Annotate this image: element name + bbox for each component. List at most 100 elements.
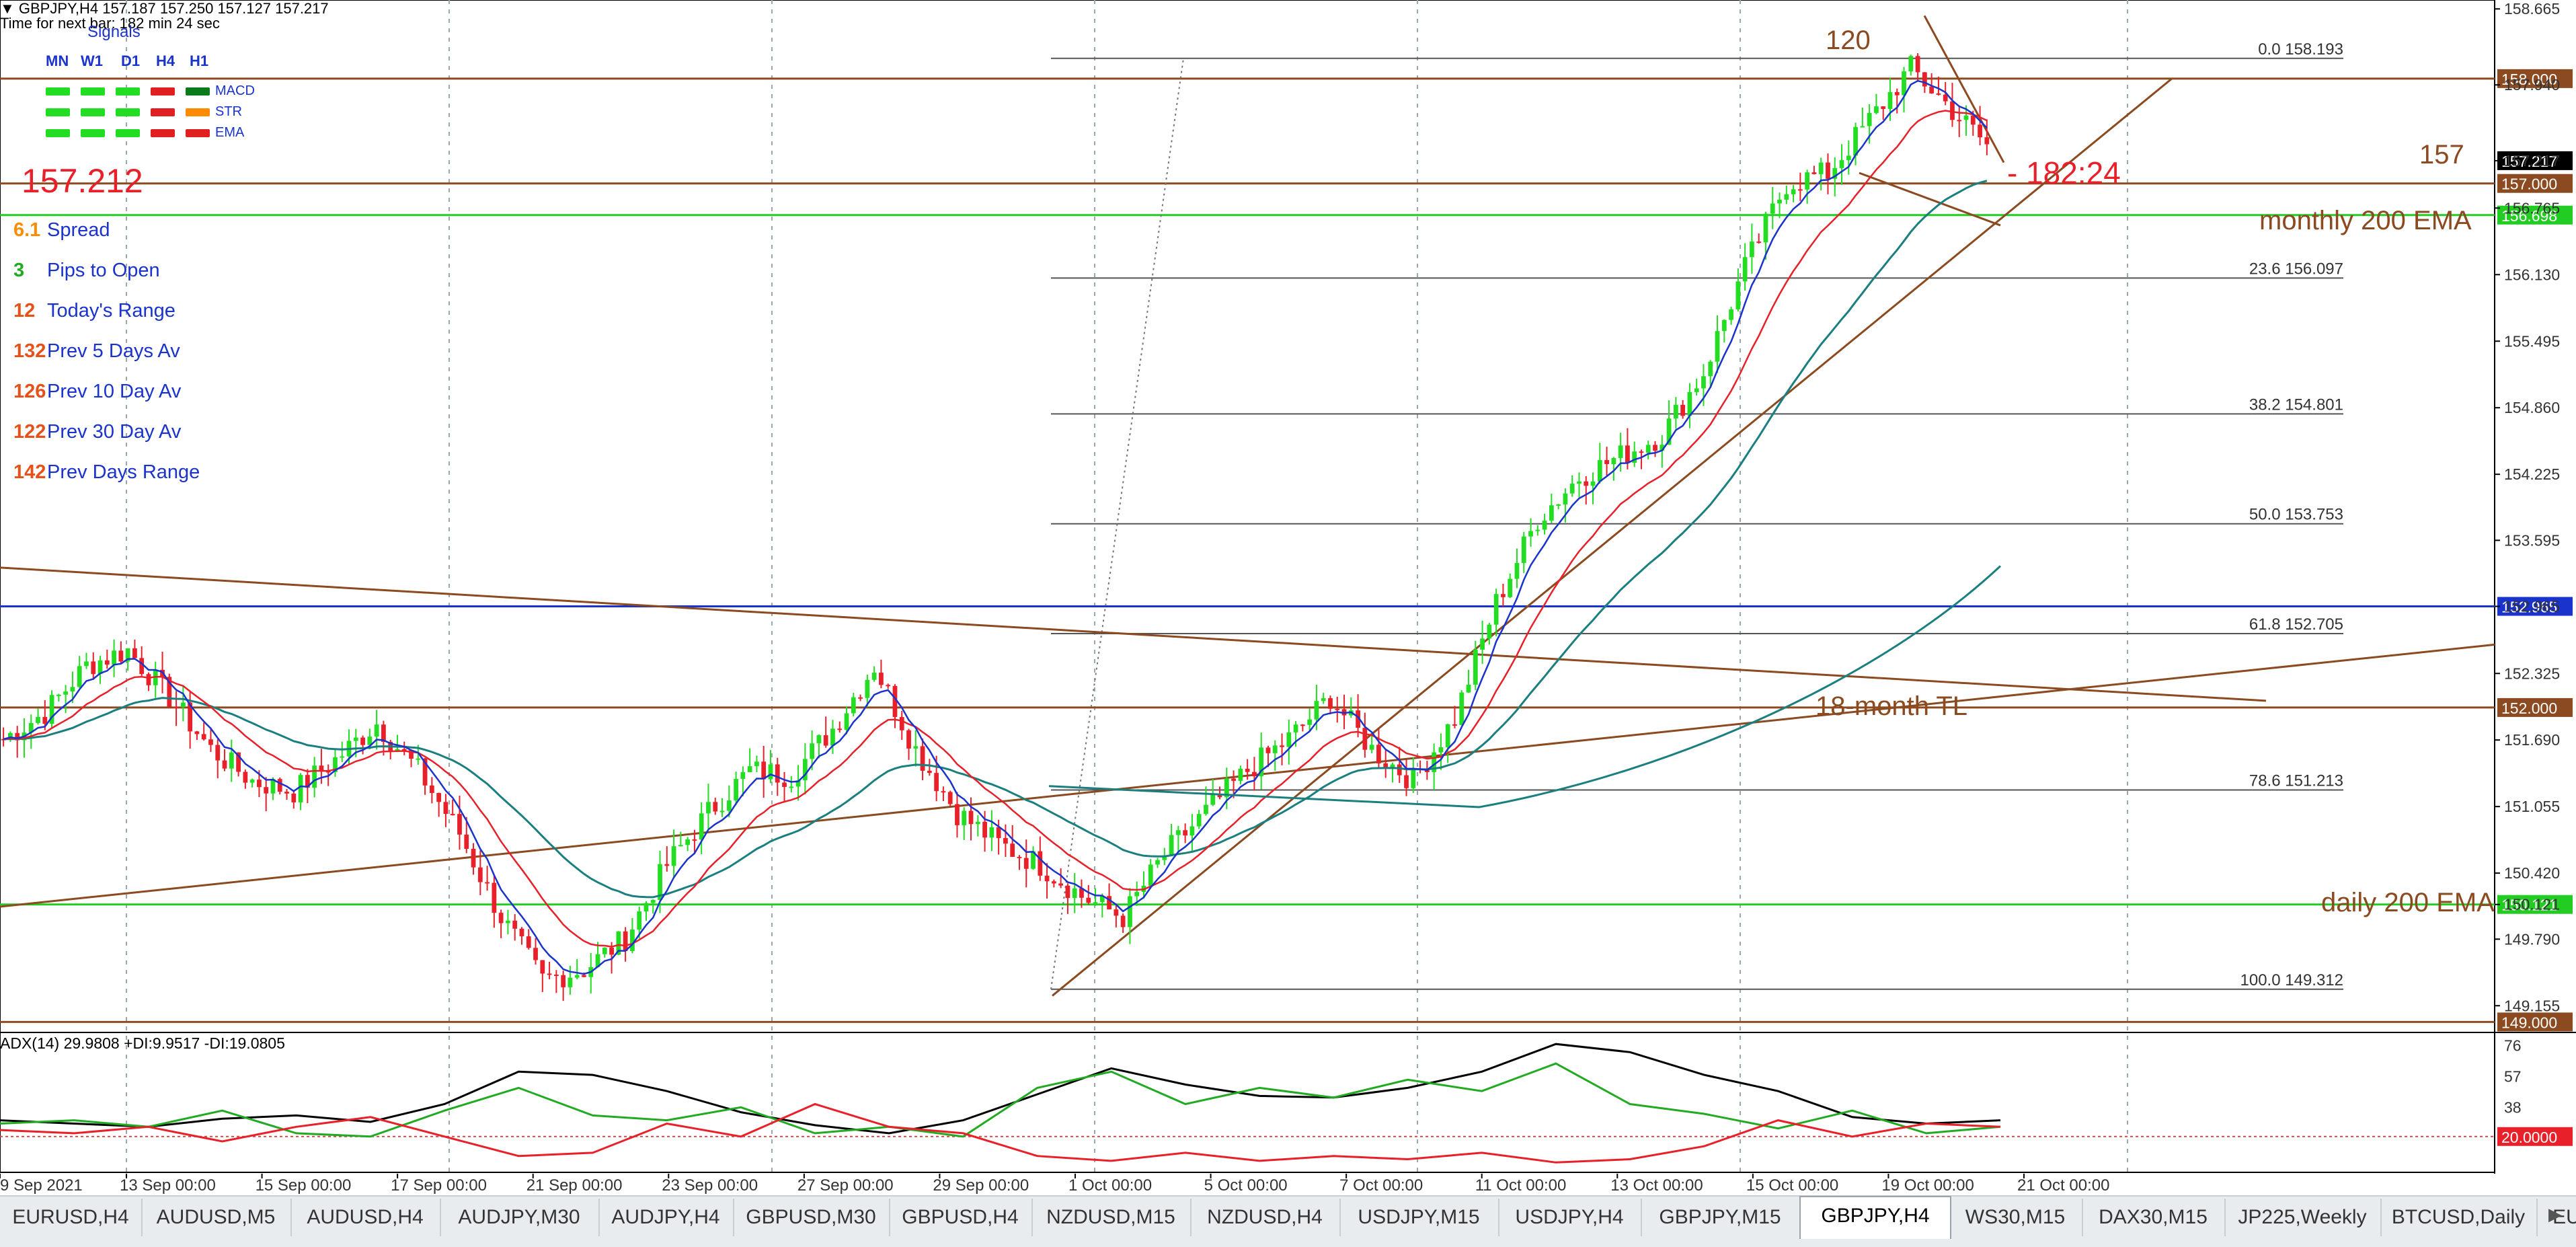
tab-eu[interactable]: EU <box>2536 1199 2576 1236</box>
candle-body <box>1155 860 1160 865</box>
candle-body <box>678 845 683 847</box>
tab-dax30-m15[interactable]: DAX30,M15 <box>2082 1199 2226 1236</box>
price-tick-label: 149.790 <box>2504 930 2560 948</box>
price-tick-label: 156.765 <box>2504 199 2560 217</box>
signal-light <box>46 129 70 137</box>
tab-btcusd-daily[interactable]: BTCUSD,Daily <box>2380 1199 2538 1236</box>
candle-body <box>892 685 898 718</box>
level-tag-text: 152.965 <box>2501 599 2557 616</box>
tab-gbpusd-m30[interactable]: GBPUSD,M30 <box>733 1199 890 1236</box>
signal-row-label: EMA <box>215 125 245 140</box>
tab-scroll-right-icon[interactable]: ▶ <box>2548 1204 2562 1224</box>
tab-audusd-m5[interactable]: AUDUSD,M5 <box>141 1199 292 1236</box>
candle-body <box>409 749 414 759</box>
candle-body <box>112 650 116 665</box>
candle-body <box>1508 578 1513 597</box>
candle-body <box>1217 794 1222 798</box>
candle-body <box>782 782 787 787</box>
signal-light <box>186 87 210 96</box>
candle-body <box>1701 376 1706 389</box>
candle-body <box>1514 562 1520 579</box>
candle-body <box>1411 769 1416 788</box>
candle-body <box>401 749 407 751</box>
price-tick-label: 156.130 <box>2504 266 2560 283</box>
candle-body <box>1162 855 1167 860</box>
candle-body <box>498 913 504 923</box>
x-axis-label: 15 Oct 00:00 <box>1746 1176 1838 1195</box>
tab-usdjpy-h4[interactable]: USDJPY,H4 <box>1498 1199 1642 1236</box>
tab-nzdusd-m15[interactable]: NZDUSD,M15 <box>1031 1199 1192 1236</box>
candle-body <box>1729 309 1733 320</box>
candle-body <box>713 802 718 812</box>
candle-body <box>789 786 794 788</box>
level-tag-text: 157.000 <box>2501 176 2557 193</box>
candle-body <box>802 759 808 781</box>
candle-body <box>436 792 442 802</box>
annotation-157: 157 <box>2419 140 2464 169</box>
candle-body <box>582 975 586 977</box>
chart-header-symbol: ▼ GBPJPY,H4 157.187 157.250 157.127 157.… <box>0 0 329 17</box>
candle-body <box>968 810 974 825</box>
tab-eurusd-h4[interactable]: EURUSD,H4 <box>0 1199 143 1236</box>
price-tick-label: 150.121 <box>2504 896 2560 913</box>
tab-audjpy-h4[interactable]: AUDJPY,H4 <box>598 1199 734 1236</box>
fib-label: 23.6 156.097 <box>2249 260 2343 278</box>
tab-audjpy-m30[interactable]: AUDJPY,M30 <box>440 1199 600 1236</box>
signal-light <box>46 108 70 116</box>
candle-body <box>77 666 82 687</box>
candle-body <box>623 931 628 951</box>
adx-level-tag <box>2497 1127 2573 1146</box>
candle-body <box>934 773 939 792</box>
tab-audusd-h4[interactable]: AUDUSD,H4 <box>290 1199 441 1236</box>
candle-body <box>1797 189 1803 191</box>
tab-gbpusd-h4[interactable]: GBPUSD,H4 <box>889 1199 1033 1236</box>
stat-value: 122 <box>13 421 46 443</box>
candle-body <box>1563 493 1568 504</box>
candle-body <box>1521 536 1526 563</box>
fib-label: 38.2 154.801 <box>2249 395 2343 414</box>
candle-body <box>243 771 248 783</box>
candle-body <box>1003 838 1008 844</box>
trendline-rising <box>1052 77 2173 997</box>
tab-gbpjpy-h4[interactable]: GBPJPY,H4 <box>1799 1196 1951 1239</box>
tab-jp225-weekly[interactable]: JP225,Weekly <box>2224 1199 2382 1236</box>
candle-body <box>56 694 61 696</box>
price-tick-label: 151.055 <box>2504 798 2560 815</box>
fib-label: 61.8 152.705 <box>2249 615 2343 634</box>
candle-body <box>506 920 510 923</box>
candle-body <box>1432 752 1437 772</box>
x-axis-label: 27 Sep 00:00 <box>797 1176 894 1195</box>
tab-gbpjpy-m15[interactable]: GBPJPY,M15 <box>1641 1199 1801 1236</box>
signal-light <box>151 87 175 96</box>
candle-body <box>1238 768 1243 781</box>
plus-di-line <box>0 1062 2001 1138</box>
level-tag <box>2497 697 2573 717</box>
x-axis-label: 13 Oct 00:00 <box>1610 1176 1703 1195</box>
candle-body <box>1860 126 1865 128</box>
candle-body <box>236 752 241 772</box>
candle-body <box>1846 155 1851 161</box>
candle-body <box>1887 91 1893 109</box>
tab-nzdusd-h4[interactable]: NZDUSD,H4 <box>1190 1199 1341 1236</box>
candle-body <box>15 732 20 741</box>
candle-body <box>671 846 676 866</box>
candle-body <box>1169 835 1174 856</box>
candle-body <box>1369 745 1374 750</box>
tab-usdjpy-m15[interactable]: USDJPY,M15 <box>1339 1199 1499 1236</box>
candle-body <box>1280 745 1284 747</box>
candle-body <box>664 864 670 866</box>
candle-body <box>305 775 310 788</box>
timeframe-h4: H4 <box>156 52 175 69</box>
candle-body <box>1404 775 1409 788</box>
candle-body <box>1832 167 1838 179</box>
candle-body <box>1010 843 1015 857</box>
price-tick-label: 150.420 <box>2504 864 2560 882</box>
tab-ws30-m15[interactable]: WS30,M15 <box>1949 1199 2083 1236</box>
candle-body <box>1915 56 1920 73</box>
price-tick-label: 154.225 <box>2504 465 2560 483</box>
candle-body <box>1528 531 1533 537</box>
signal-light <box>116 108 140 116</box>
adx-tick-label: 76 <box>2504 1037 2522 1055</box>
candle-body <box>1397 764 1402 776</box>
